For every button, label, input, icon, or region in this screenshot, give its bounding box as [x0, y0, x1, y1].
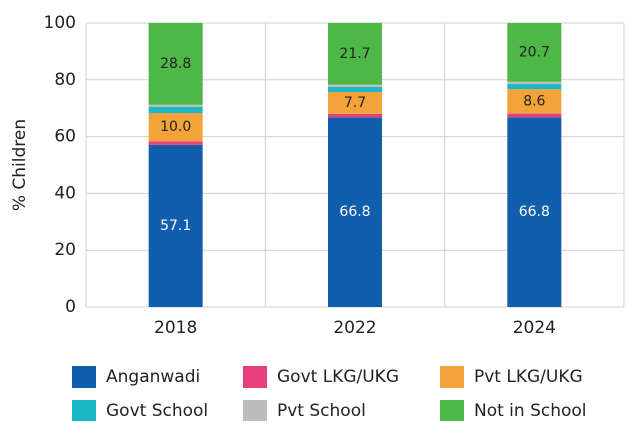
y-axis-title: % Children — [10, 119, 30, 211]
x-tick-label: 2018 — [154, 318, 197, 338]
legend-label: Pvt LKG/UKG — [474, 367, 583, 387]
y-tick-label: 40 — [54, 183, 76, 203]
bar-segment — [148, 144, 203, 307]
legend-swatch — [243, 366, 267, 388]
data-label: 57.1 — [160, 218, 191, 234]
y-tick-label: 60 — [54, 127, 76, 147]
legend-swatch — [440, 366, 464, 388]
legend-label: Pvt School — [277, 401, 366, 421]
bar-segment — [507, 23, 562, 82]
bar-segment — [507, 113, 562, 118]
bar-segment — [507, 84, 562, 90]
bar-segment — [148, 23, 203, 105]
data-label: 66.8 — [519, 204, 550, 220]
bar-segment — [328, 113, 382, 118]
bar-segment — [148, 106, 203, 114]
legend-label: Not in School — [474, 401, 587, 421]
bar-segment — [507, 81, 562, 85]
data-label: 7.7 — [344, 95, 366, 111]
legend-label: Anganwadi — [106, 367, 200, 387]
legend-swatch — [440, 400, 464, 422]
y-tick-label: 0 — [65, 297, 76, 317]
bar-segment — [328, 92, 382, 114]
legend-swatch — [243, 400, 267, 422]
x-tick-label: 2022 — [333, 318, 376, 338]
y-tick-label: 20 — [54, 240, 76, 260]
legend-label: Govt LKG/UKG — [277, 367, 399, 387]
data-label: 66.8 — [339, 204, 370, 220]
bar-segment — [328, 117, 382, 308]
x-tick-label: 2024 — [513, 318, 556, 338]
bar-segment — [148, 113, 203, 142]
bar-segment — [507, 89, 562, 114]
bar-segment — [328, 84, 382, 87]
bar-segment — [148, 141, 203, 145]
legend-swatch — [72, 366, 96, 388]
bar-segment — [507, 117, 562, 308]
y-tick-label: 100 — [44, 13, 76, 33]
data-label: 10.0 — [160, 119, 191, 135]
data-label: 28.8 — [160, 56, 191, 72]
data-label: 21.7 — [339, 46, 370, 62]
data-label: 20.7 — [519, 44, 550, 60]
y-tick-label: 80 — [54, 70, 76, 90]
bar-segment — [148, 104, 203, 107]
legend-label: Govt School — [106, 401, 208, 421]
bar-segment — [328, 23, 382, 85]
legend-swatch — [72, 400, 96, 422]
data-label: 8.6 — [523, 93, 545, 109]
bar-segment — [328, 86, 382, 93]
